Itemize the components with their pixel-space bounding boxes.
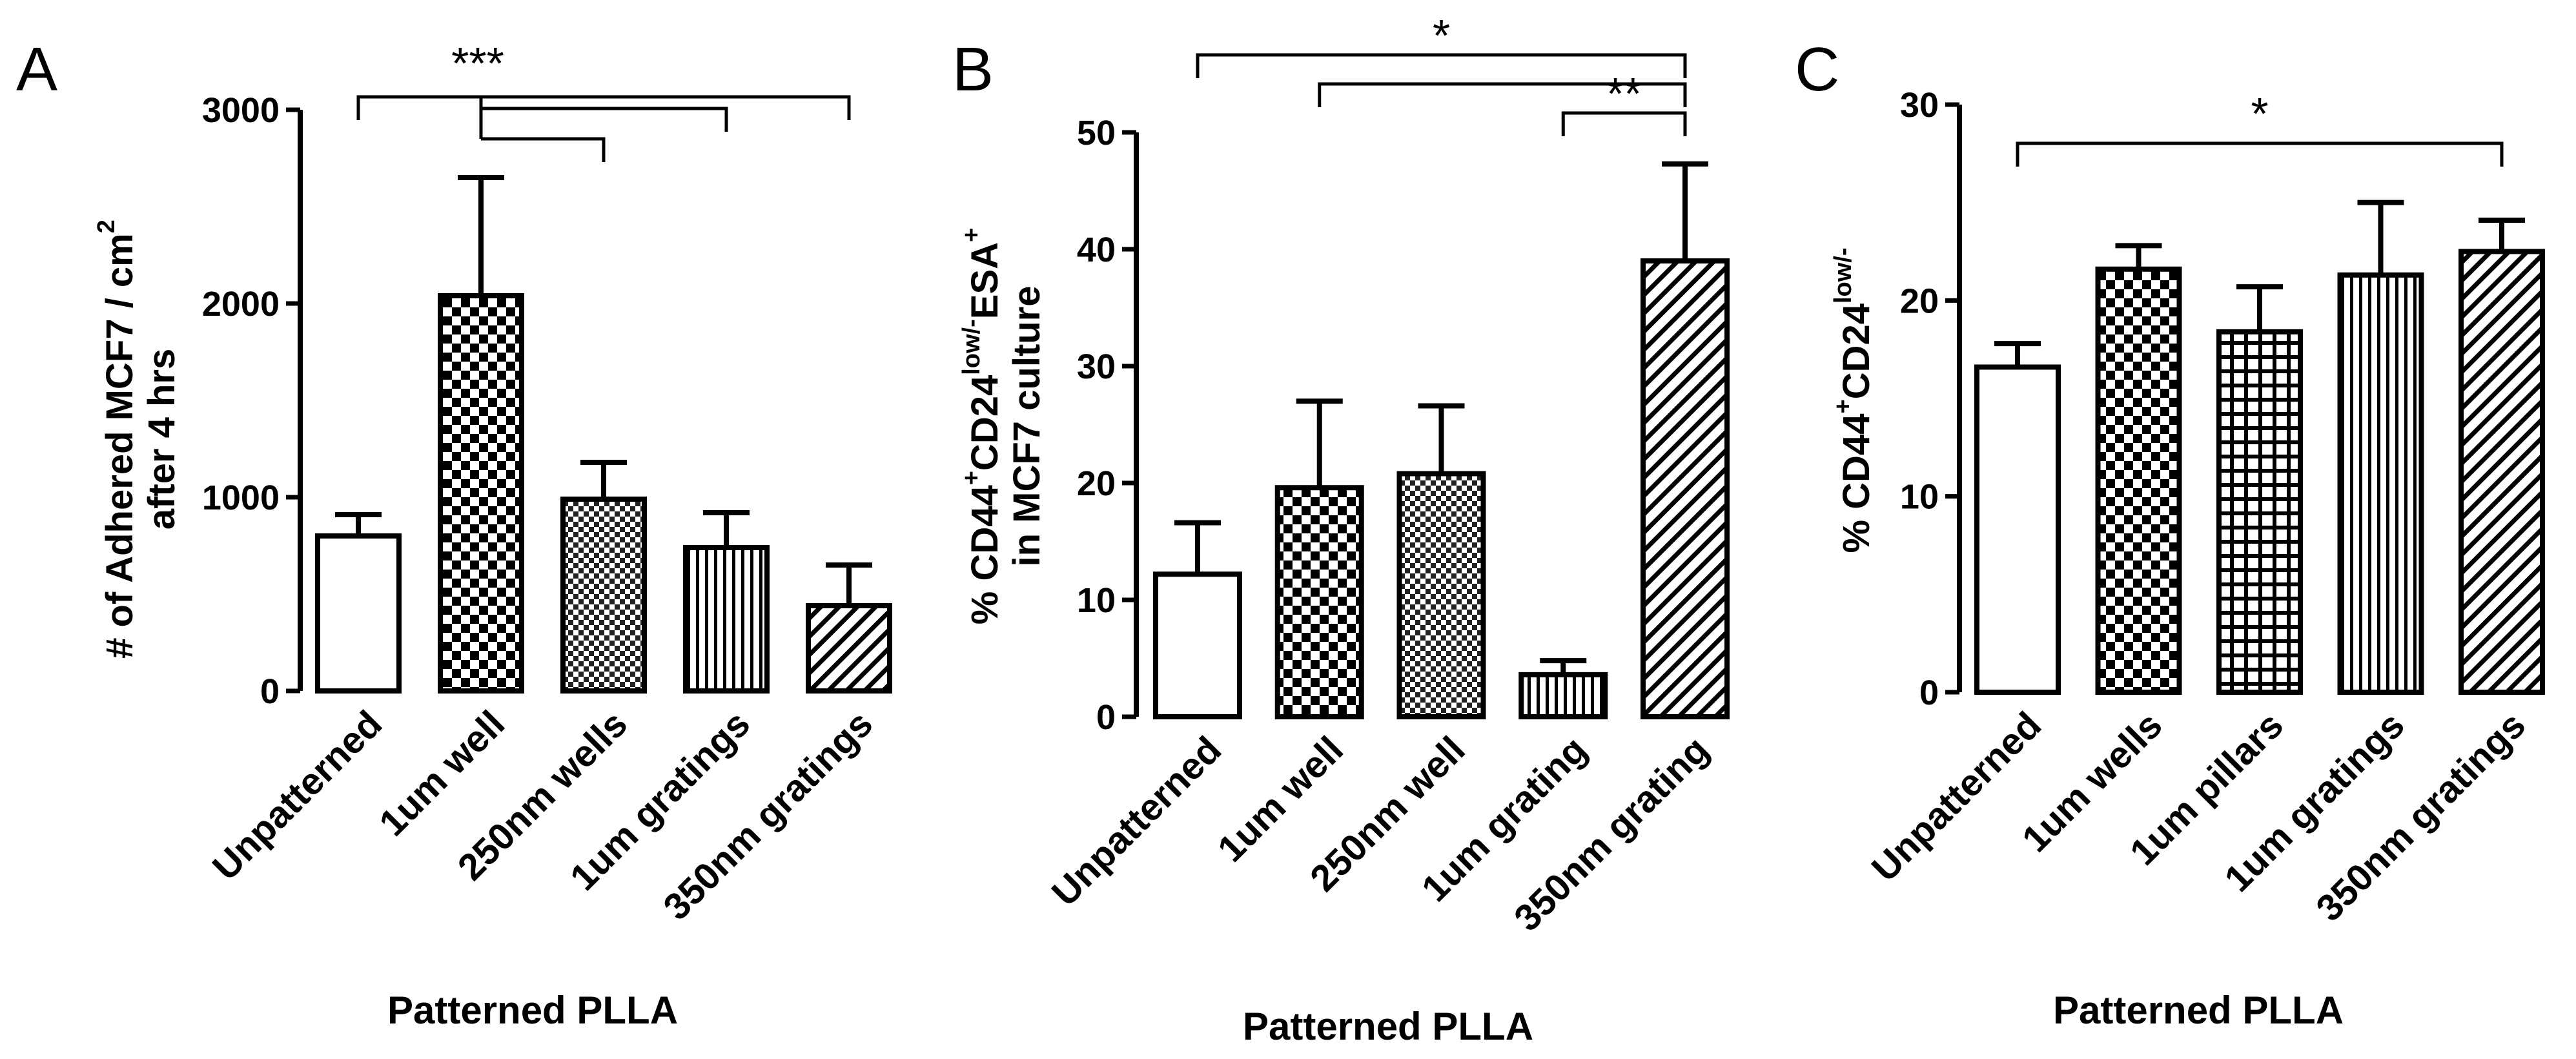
- y-tick-label: 0: [1919, 673, 1939, 712]
- y-tick-label: 30: [1900, 86, 1939, 125]
- y-axis-label-b-line2: in MCF7 culture: [1006, 285, 1048, 566]
- panel-letter-a: A: [16, 35, 57, 104]
- bar: [2095, 266, 2182, 695]
- y-tick-label: 1000: [202, 478, 280, 517]
- significance-bracket: [1196, 53, 1687, 78]
- significance-bracket: [1561, 111, 1687, 136]
- y-tick-label: 40: [1077, 231, 1116, 269]
- y-axis-label-a: # of Adhered MCF7 / cm2: [93, 220, 141, 659]
- category-label: Unpatterned: [1864, 704, 2049, 889]
- bar: [1153, 571, 1242, 719]
- y-tick-label: 30: [1077, 347, 1116, 386]
- panel-letter-b: B: [952, 35, 994, 104]
- bar: [1274, 485, 1364, 719]
- bar: [2216, 329, 2303, 695]
- bar: [2337, 272, 2424, 695]
- y-tick-label: 50: [1077, 114, 1116, 152]
- significance-bracket: [356, 95, 851, 120]
- category-label: 350nm gratings: [2308, 704, 2533, 929]
- y-tick-label: 0: [1096, 698, 1116, 737]
- bar: [1641, 258, 1730, 720]
- y-axis-label-b: % CD44+CD24low/-ESA+: [958, 228, 1006, 625]
- significance-label: ***: [451, 38, 504, 88]
- bar: [315, 533, 402, 694]
- y-tick-label: 0: [260, 672, 280, 711]
- y-tick-label: 3000: [202, 91, 280, 130]
- panel-c: C % CD44+CD24low/- Patterned PLLA 0 10 20 3…: [1795, 35, 2545, 1032]
- y-axis-label-a-line2: after 4 hrs: [141, 349, 183, 530]
- x-axis-label-c: Patterned PLLA: [2053, 989, 2344, 1032]
- y-tick-label: 10: [1900, 478, 1939, 517]
- x-axis-label-a: Patterned PLLA: [387, 989, 678, 1032]
- panel-letter-c: C: [1795, 35, 1839, 104]
- significance-label: *: [2251, 88, 2268, 139]
- panel-b: B % CD44+CD24low/-ESA+ in MCF7 culture P…: [952, 10, 1730, 1048]
- bar: [1396, 471, 1486, 720]
- y-tick-label: 2000: [202, 285, 280, 324]
- bar: [1518, 672, 1608, 719]
- significance-bracket: [1318, 82, 1687, 107]
- significance-bracket: [2016, 141, 2504, 167]
- bar: [438, 293, 524, 694]
- category-label: 350nm gratings: [655, 703, 881, 928]
- bar: [560, 497, 647, 694]
- bar: [683, 545, 770, 694]
- y-tick-label: 20: [1900, 282, 1939, 320]
- panel-a: A # of Adhered MCF7 / cm2 after 4 hrs Pa…: [16, 35, 892, 1032]
- y-tick-label: 10: [1077, 581, 1116, 620]
- bar: [1974, 364, 2061, 695]
- category-label: Unpatterned: [205, 703, 390, 888]
- significance-bracket: [481, 137, 606, 162]
- significance-label: *: [1433, 10, 1450, 61]
- bar: [2458, 249, 2545, 695]
- significance-label: **: [1606, 68, 1641, 119]
- y-axis-label-c: % CD44+CD24low/-: [1830, 247, 1877, 553]
- y-tick-label: 20: [1077, 464, 1116, 503]
- category-label: Unpatterned: [1044, 728, 1229, 914]
- x-axis-label-b: Patterned PLLA: [1243, 1005, 1533, 1048]
- bar: [806, 603, 892, 694]
- significance-bracket: [481, 107, 728, 132]
